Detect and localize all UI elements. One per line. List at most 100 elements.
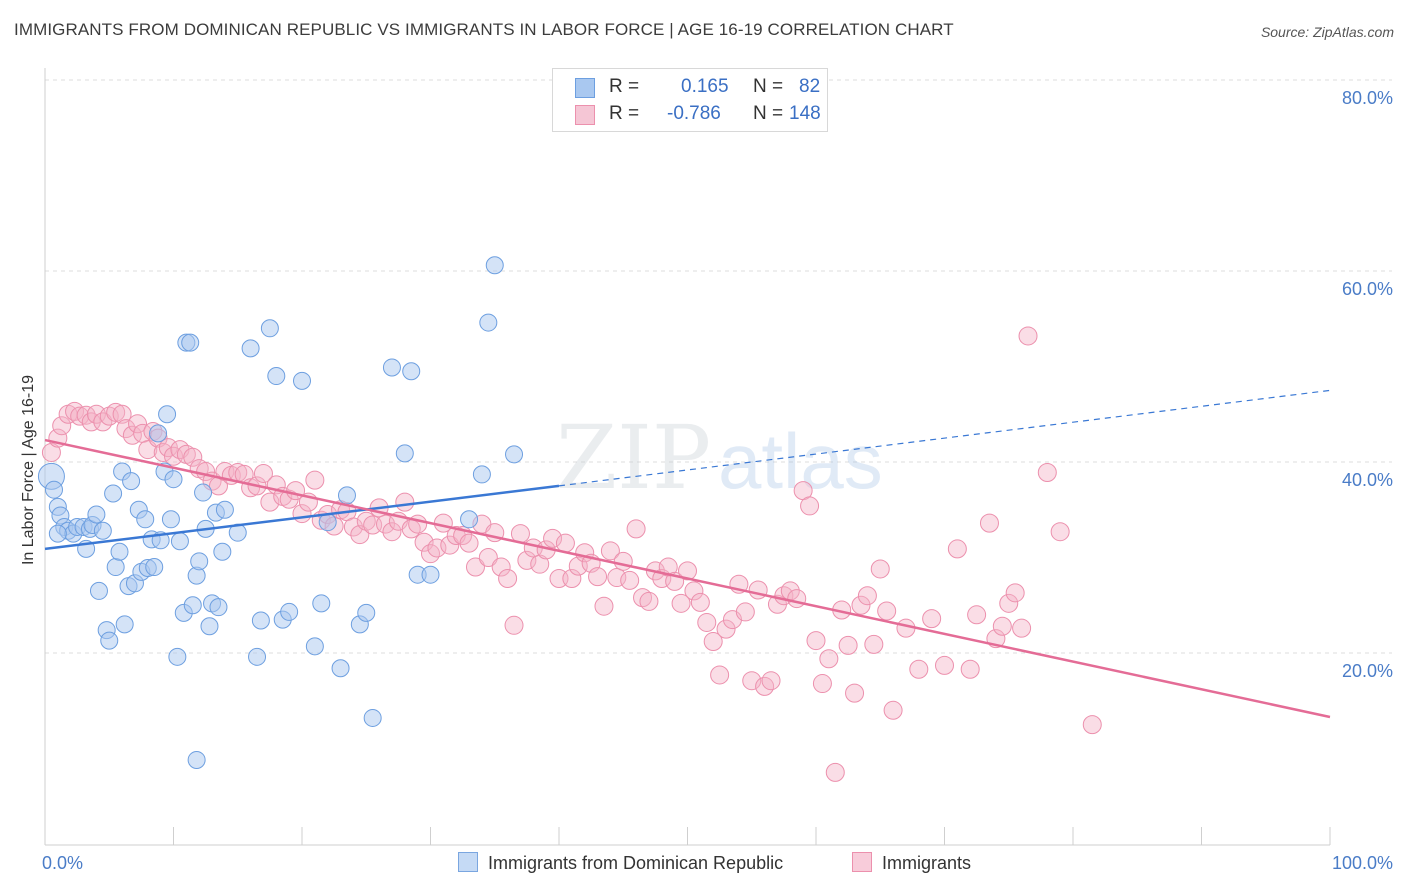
immigrants-point (851, 595, 871, 615)
immigrants-point (690, 592, 710, 612)
legend-r-label: R = (609, 103, 640, 124)
immigrants-point (819, 649, 839, 669)
trend-lines (44, 389, 1331, 719)
immigrants-point (607, 568, 627, 588)
immigrants-point (382, 522, 402, 542)
bottom-legend-label: Immigrants (882, 853, 972, 873)
dominican-point (168, 647, 187, 666)
immigrants-point (742, 671, 762, 691)
immigrants-point (414, 532, 434, 552)
immigrants-point (960, 659, 980, 679)
immigrants-point (857, 586, 877, 606)
immigrants-point (260, 492, 280, 512)
legend-n-value: 82 (799, 76, 821, 97)
dominican-point (181, 333, 200, 352)
dominican-points (37, 256, 524, 769)
dominican-point (421, 565, 440, 584)
dominican-point (190, 552, 209, 571)
bottom-legend-swatch-pink (852, 852, 872, 872)
x-tick-label: 0.0% (42, 853, 83, 873)
dominican-point (93, 521, 112, 540)
watermark: ZIP atlas (556, 406, 883, 509)
immigrants-point (697, 612, 717, 632)
immigrants-point (555, 533, 575, 553)
immigrants-point (671, 593, 691, 613)
immigrants-point (909, 659, 929, 679)
immigrants-point (684, 581, 704, 601)
immigrants-point (395, 492, 415, 512)
dominican-point (87, 505, 106, 524)
immigrants-point (787, 589, 807, 609)
immigrants-point (183, 447, 203, 467)
immigrants-points (41, 326, 1102, 782)
dominican-point (402, 362, 421, 381)
dominican-point (200, 617, 219, 636)
dominican-point (194, 483, 213, 502)
immigrants-point (491, 557, 511, 577)
immigrants-point (992, 616, 1012, 636)
y-tick-label: 80.0% (1342, 88, 1393, 108)
immigrants-point (498, 569, 518, 589)
dominican-point (213, 542, 232, 561)
immigrants-point (106, 402, 126, 422)
immigrants-point (530, 554, 550, 574)
dominican-point (44, 480, 63, 499)
immigrants-point (600, 541, 620, 561)
immigrants-point (253, 463, 273, 483)
immigrants-point (70, 406, 90, 426)
dominican-point (122, 472, 141, 491)
dominican-point (305, 637, 324, 656)
legend-n-label: N = (753, 103, 784, 124)
dominican-point (260, 319, 279, 338)
immigrants-point (716, 619, 736, 639)
dominican-point (161, 510, 180, 529)
immigrants-point (76, 405, 96, 425)
immigrants-point (478, 548, 498, 567)
watermark-zip: ZIP (556, 406, 711, 509)
y-axis-label: In Labor Force | Age 16-19 (20, 375, 37, 565)
dominican-point (89, 581, 108, 600)
immigrants-point (658, 557, 678, 577)
immigrants-point (594, 596, 614, 616)
immigrants-point (1018, 326, 1038, 346)
immigrants-point (922, 609, 942, 629)
dominican-point (248, 647, 267, 666)
dominican-point (164, 470, 183, 489)
immigrants-point (806, 631, 826, 651)
immigrants-point (947, 539, 967, 559)
immigrants-point (41, 442, 61, 462)
immigrants-point (825, 762, 845, 782)
dominican-point (104, 484, 123, 503)
immigrants-point (883, 700, 903, 720)
dominican-point (337, 486, 356, 505)
immigrants-point (639, 591, 659, 611)
legend-r-value: -0.786 (667, 103, 721, 124)
immigrants-point (1050, 522, 1070, 542)
dominican-point (357, 603, 376, 622)
dominican-point (215, 500, 234, 519)
legend: R = 0.165 N = 82 R = -0.786 N = 148 (552, 68, 828, 132)
immigrants-point (626, 519, 646, 539)
immigrants-point (112, 404, 132, 424)
immigrants-trend-line (44, 438, 1331, 719)
watermark-atlas: atlas (718, 417, 883, 505)
dominican-point (136, 510, 155, 529)
immigrants-point (459, 533, 479, 553)
tick-labels: 20.0% 40.0% 60.0% 80.0% 0.0% 100.0% (42, 88, 1393, 873)
immigrants-point (838, 635, 858, 655)
immigrants-point (735, 602, 755, 622)
dominican-point (170, 532, 189, 551)
dominican-trend-extension (558, 389, 1331, 487)
dominican-point (145, 558, 164, 577)
immigrants-point (1082, 715, 1102, 735)
x-tick-label: 100.0% (1332, 853, 1393, 873)
dominican-point (460, 510, 479, 529)
legend-n-value: 148 (789, 103, 821, 124)
dominican-point (48, 524, 67, 543)
legend-r-value: 0.165 (681, 76, 729, 97)
dominican-point (505, 445, 524, 464)
dominican-point (110, 542, 129, 561)
immigrants-point (52, 416, 72, 436)
immigrants-point (935, 655, 954, 675)
